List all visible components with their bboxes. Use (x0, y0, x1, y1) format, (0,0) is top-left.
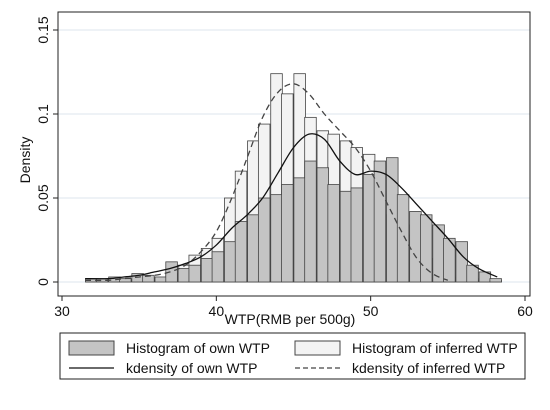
x-tick-label-1: 40 (209, 303, 225, 319)
own-wtp-bar-15 (257, 197, 271, 283)
y-axis-title: Density (17, 137, 33, 184)
own-wtp-bar-7 (165, 261, 178, 283)
tick-labels: 30 40 50 60 0 0.05 0.1 0.15 (35, 16, 533, 319)
legend-item-inferred-histogram: Histogram of inferred WTP (294, 340, 518, 356)
legend-swatch-inferred-histogram (294, 340, 341, 356)
legend-label-own-kdensity: kdensity of own WTP (126, 360, 258, 376)
own-wtp-bar-22 (339, 190, 353, 283)
own-wtp-bar-27 (396, 194, 410, 283)
kdensity-own-wtp-line (85, 133, 498, 280)
legend-item-inferred-kdensity: kdensity of inferred WTP (295, 360, 505, 376)
x-tick-label-3: 60 (517, 303, 533, 319)
own-wtp-bar-3 (119, 278, 132, 283)
legend: Histogram of own WTP Histogram of inferr… (59, 332, 526, 380)
own-wtp-bar-21 (327, 184, 340, 283)
own-wtp-bar-35 (489, 278, 502, 283)
own-wtp-bar-11 (211, 251, 225, 283)
own-wtp-bar-9 (188, 264, 201, 283)
own-wtp-bar-19 (304, 160, 317, 283)
x-tick-label-0: 30 (54, 303, 70, 319)
own-wtp-bar-23 (350, 187, 363, 283)
own-wtp-bar-8 (177, 268, 191, 283)
own-wtp-bar-24 (362, 174, 376, 283)
own-wtp-bar-5 (142, 274, 155, 283)
own-wtp-bar-25 (373, 160, 387, 283)
own-wtp-histogram (85, 157, 502, 283)
legend-item-own-kdensity: kdensity of own WTP (69, 360, 258, 376)
own-wtp-bar-14 (247, 214, 260, 283)
y-tick-label-1: 0.05 (35, 184, 51, 211)
own-wtp-bar-13 (234, 221, 248, 283)
y-tick-label-3: 0.15 (35, 16, 51, 43)
plot-frame (57, 11, 531, 297)
x-tick-label-2: 50 (363, 303, 379, 319)
axes (53, 11, 531, 301)
own-wtp-bar-12 (224, 241, 237, 283)
legend-frame (59, 332, 526, 380)
own-wtp-bar-17 (281, 184, 294, 283)
own-wtp-bar-10 (200, 258, 214, 283)
own-wtp-bar-6 (154, 276, 167, 283)
x-axis-title: WTP(RMB per 500g) (225, 311, 356, 327)
y-tick-label-0: 0 (35, 278, 51, 286)
own-wtp-bar-20 (316, 167, 330, 283)
legend-label-own-histogram: Histogram of own WTP (126, 340, 270, 356)
own-wtp-bar-28 (409, 211, 422, 283)
legend-label-inferred-kdensity: kdensity of inferred WTP (352, 360, 505, 376)
y-tick-label-2: 0.1 (35, 104, 51, 124)
legend-item-own-histogram: Histogram of own WTP (68, 340, 270, 356)
legend-swatch-own-histogram (68, 340, 115, 356)
kdensity-inferred-wtp-line (85, 83, 449, 282)
own-wtp-bar-31 (443, 237, 456, 283)
legend-label-inferred-histogram: Histogram of inferred WTP (352, 340, 518, 356)
own-wtp-bar-16 (270, 194, 283, 283)
own-wtp-bar-32 (455, 241, 468, 283)
own-wtp-bar-18 (293, 177, 306, 283)
kdensity-lines (85, 83, 498, 282)
